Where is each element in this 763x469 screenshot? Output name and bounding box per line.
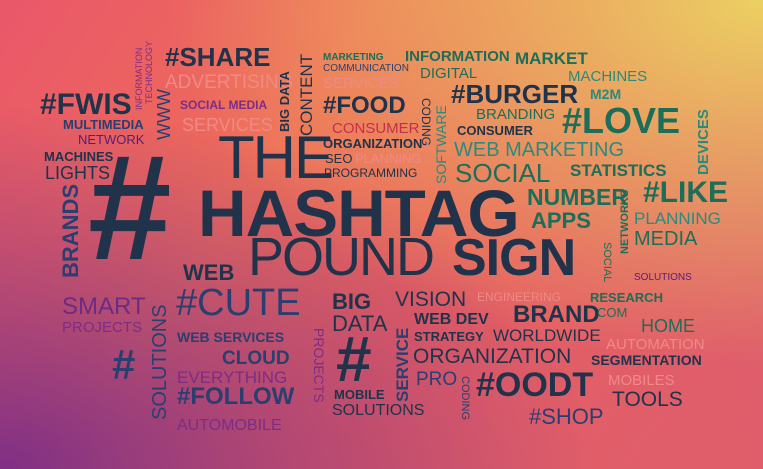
word-fwis: #FWIS (40, 88, 132, 121)
word-solutions-bottom: SOLUTIONS (332, 402, 425, 419)
word-vision: VISION (395, 288, 467, 311)
word-the: THE (218, 124, 334, 191)
word-oodt: #OODT (476, 366, 594, 404)
word-information-tech: INFORMATION (134, 47, 144, 110)
word-services-top: SERVICES (182, 115, 273, 135)
word-content: CONTENT (297, 53, 316, 136)
word-devices: DEVICES (695, 109, 712, 175)
word-data: DATA (332, 311, 388, 336)
word-home: HOME (641, 316, 695, 336)
word-tools: TOOLS (612, 388, 683, 411)
word-everything: EVERYTHING (177, 368, 288, 387)
word-smart: SMART (62, 293, 146, 320)
word-automobile: AUTOMOBILE (177, 417, 282, 434)
word-love: #LOVE (562, 100, 681, 141)
word-hash-small-left: # (112, 341, 136, 388)
word-organization-small: ORGANIZATION (323, 136, 423, 151)
word-cute: #CUTE (176, 282, 301, 324)
word-statistics: STATISTICS (570, 161, 667, 180)
word-programming: PROGRAMMING (324, 166, 418, 180)
word-technology: TECHNOLOGY (144, 40, 154, 104)
word-pound: POUND (248, 227, 435, 287)
word-food: #FOOD (323, 92, 406, 119)
word-advertising: ADVERTISING (165, 72, 294, 93)
word-hashtag: HASHTAG (198, 176, 520, 250)
word-m2m: M2M (590, 86, 622, 102)
word-burger: #BURGER (451, 79, 579, 109)
word-brand: BRAND (513, 301, 600, 328)
word-web-dev: WEB DEV (414, 311, 489, 328)
word-planning-small: PLANNING (355, 151, 422, 166)
word-apps: APPS (531, 208, 591, 233)
word-brands: BRANDS (58, 183, 83, 278)
word-web-services: WEB SERVICES (177, 329, 285, 345)
word-seo: SEO (325, 151, 353, 166)
word-social: SOCIAL (455, 158, 551, 188)
word-follow: #FOLLOW (177, 383, 295, 410)
word-market: MARKET (515, 49, 588, 68)
word-network: NETWORK (78, 132, 145, 147)
hash-big: # (88, 123, 171, 291)
word-social-vert: SOCIAL (601, 242, 613, 283)
word-digital: DIGITAL (420, 65, 478, 82)
word-com: COM (597, 305, 628, 320)
word-consumer-left: CONSUMER (332, 120, 420, 137)
word-solutions-vert-left: SOLUTIONS (149, 304, 171, 420)
word-planning-right: PLANNING (634, 209, 721, 228)
word-information: INFORMATION (405, 48, 510, 65)
word-sign: SIGN (452, 229, 576, 287)
word-media: MEDIA (634, 228, 698, 250)
word-networks: NETWORKS (619, 189, 631, 254)
word-strategy: STRATEGY (414, 329, 484, 344)
word-services-small: SERVICES (323, 75, 399, 92)
word-research: RESEARCH (590, 290, 663, 305)
word-worldwide: WORLDWIDE (493, 326, 601, 345)
word-share: #SHARE (165, 42, 271, 72)
word-organization-big: ORGANIZATION (413, 345, 572, 368)
word-hash-mid: # (336, 323, 372, 395)
word-projects-vert: PROJECTS (311, 328, 327, 403)
word-mobile: MOBILE (334, 387, 385, 402)
word-lights: LIGHTS (45, 163, 111, 183)
word-branding: BRANDING (476, 106, 556, 123)
word-segmentation: SEGMENTATION (591, 352, 702, 368)
word-engineering: ENGINEERING (477, 290, 562, 304)
word-number: NUMBER (527, 184, 628, 210)
word-automation: AUTOMATION (606, 336, 705, 353)
word-projects-left: PROJECTS (62, 319, 143, 336)
word-software: SOFTWARE (433, 105, 449, 184)
word-big-data-vert: BIG DATA (277, 71, 292, 132)
word-social-media: SOCIAL MEDIA (180, 98, 268, 112)
word-web-marketing: WEB MARKETING (454, 139, 625, 161)
word-communication: COMMUNICATION (323, 63, 409, 74)
word-consumer-right: CONSUMER (457, 123, 533, 138)
word-solutions-right: SOLUTIONS (634, 272, 692, 283)
word-mobiles: MOBILES (608, 372, 675, 389)
word-pro: PRO (416, 369, 458, 390)
word-big: BIG (332, 289, 372, 314)
word-shop: #SHOP (529, 404, 604, 429)
word-www: WWW (154, 89, 174, 140)
word-marketing-small: MARKETING (323, 52, 384, 63)
word-like: #LIKE (643, 176, 729, 209)
word-service-vert: SERVICE (393, 327, 412, 402)
word-cloud: CLOUD (222, 348, 290, 369)
word-machines-left: MACHINES (44, 149, 114, 164)
word-coding-bottom: CODING (459, 376, 471, 420)
word-machines-right: MACHINES (568, 68, 648, 85)
word-web: WEB (183, 260, 235, 285)
word-multimedia: MULTIMEDIA (63, 117, 144, 132)
